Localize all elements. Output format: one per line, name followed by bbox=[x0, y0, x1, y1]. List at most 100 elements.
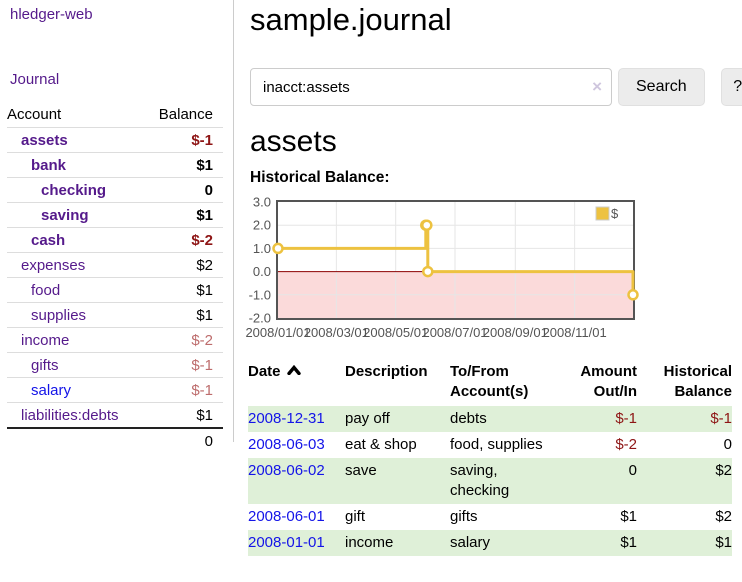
app-title-link[interactable]: hledger-web bbox=[10, 6, 93, 23]
register-row: 2008-12-31 pay off debts $-1 $-1 bbox=[248, 406, 732, 432]
y-tick-label: 2.0 bbox=[253, 218, 271, 233]
account-balance: $2 bbox=[144, 252, 223, 278]
transaction-date-link[interactable]: 2008-12-31 bbox=[248, 410, 325, 427]
transaction-date-link[interactable]: 2008-06-01 bbox=[248, 508, 325, 525]
account-balance: $1 bbox=[196, 406, 213, 424]
sort-asc-icon bbox=[286, 364, 301, 376]
account-link-income[interactable]: income bbox=[21, 331, 70, 349]
transaction-date-link[interactable]: 2008-06-03 bbox=[248, 436, 325, 453]
amount-cell: $1 bbox=[572, 530, 637, 556]
account-link-gifts[interactable]: gifts bbox=[31, 356, 59, 374]
data-point-marker bbox=[272, 242, 284, 255]
account-row: liabilities:debts $1 bbox=[7, 403, 223, 429]
account-row: cash $-2 bbox=[7, 227, 223, 253]
transaction-date-link[interactable]: 2008-06-02 bbox=[248, 462, 325, 479]
description-cell: eat & shop bbox=[345, 436, 417, 453]
amount-cell: $-1 bbox=[572, 406, 637, 432]
register-header-balance: Historical Balance bbox=[637, 360, 732, 406]
amount-cell: $1 bbox=[620, 508, 637, 525]
accounts-total-row: 0 bbox=[7, 427, 223, 453]
x-tick-label: 2008/01/01 bbox=[245, 325, 310, 340]
register-table-body: 2008-12-31 pay off debts $-1 $-1 2008-06-03 ea… bbox=[248, 406, 732, 556]
account-balance: $-2 bbox=[144, 327, 223, 353]
account-link-liabilities-debts[interactable]: liabilities:debts bbox=[21, 406, 119, 424]
register-header-accounts: To/From Account(s) bbox=[450, 360, 572, 406]
search-input[interactable] bbox=[250, 68, 612, 106]
accounts-total-value: 0 bbox=[144, 427, 223, 453]
account-link-food[interactable]: food bbox=[31, 281, 61, 299]
search-button[interactable]: Search bbox=[618, 68, 705, 106]
description-cell: gift bbox=[345, 508, 366, 525]
account-link-checking[interactable]: checking bbox=[41, 181, 107, 199]
account-heading: assets bbox=[250, 125, 337, 158]
account-link-saving[interactable]: saving bbox=[41, 206, 89, 224]
account-link-cash[interactable]: cash bbox=[31, 231, 66, 249]
search-bar: × Search ? bbox=[250, 68, 742, 106]
account-link-supplies[interactable]: supplies bbox=[31, 306, 87, 324]
account-row: income $-2 bbox=[7, 327, 223, 353]
y-tick-label: 0.0 bbox=[253, 264, 271, 279]
account-balance: $1 bbox=[144, 152, 223, 178]
accounts-table-body: assets $-1 bank $1 checking 0 saving $1 cash $-2 e… bbox=[7, 127, 223, 429]
balance-cell: $2 bbox=[715, 508, 732, 525]
account-row: salary $-1 bbox=[7, 377, 223, 403]
account-balance: 0 bbox=[144, 177, 223, 203]
register-header-amount: Amount Out/In bbox=[572, 360, 637, 406]
amount-header-line1: Amount bbox=[580, 363, 637, 380]
register-header-row: Date Description To/From Account(s) Amou… bbox=[248, 360, 732, 406]
accounts-table: Account Balance assets $-1 bank $1 checking 0… bbox=[7, 102, 223, 453]
accounts-cell: debts bbox=[450, 406, 572, 432]
account-link-bank[interactable]: bank bbox=[31, 156, 67, 174]
account-link-expenses[interactable]: expenses bbox=[21, 256, 86, 274]
account-row: saving $1 bbox=[7, 202, 223, 228]
amount-cell: 0 bbox=[572, 458, 637, 504]
clear-search-icon[interactable]: × bbox=[592, 77, 602, 96]
register-header-date[interactable]: Date bbox=[248, 360, 345, 406]
account-row: food $1 bbox=[7, 277, 223, 303]
x-tick-label: 2008/11/01 bbox=[543, 325, 607, 340]
account-row: assets $-1 bbox=[7, 127, 223, 153]
page-title: sample.journal bbox=[250, 2, 452, 37]
description-cell: income bbox=[345, 530, 450, 556]
account-balance: $1 bbox=[144, 202, 223, 228]
account-row: supplies $1 bbox=[7, 302, 223, 328]
balance-chart: $3.0 2.0 1.0 0.0 -1.0 -2.02008/01/012008/03/0… bbox=[245, 195, 639, 340]
help-button[interactable]: ? bbox=[720, 68, 742, 106]
account-balance: $-2 bbox=[144, 227, 223, 253]
data-point-marker bbox=[422, 265, 434, 278]
description-cell: save bbox=[345, 458, 450, 504]
account-row: gifts $-1 bbox=[7, 352, 223, 378]
y-tick-label: -1.0 bbox=[249, 287, 271, 302]
balance-column-header: Balance bbox=[144, 102, 223, 128]
balance-cell: 0 bbox=[723, 436, 732, 453]
accounts-cell: gifts bbox=[450, 508, 478, 525]
transaction-date-link[interactable]: 2008-01-01 bbox=[248, 534, 325, 551]
accounts-table-header: Account Balance bbox=[7, 102, 223, 128]
account-balance: $1 bbox=[144, 302, 223, 328]
account-row: checking 0 bbox=[7, 177, 223, 203]
amount-cell: $-2 bbox=[615, 436, 637, 453]
sidebar-item-journal[interactable]: Journal bbox=[10, 71, 60, 88]
accounts-cell: food, supplies bbox=[450, 436, 543, 453]
x-tick-label: 2008/03/01 bbox=[304, 325, 369, 340]
accounts-header-line1: To/From bbox=[450, 363, 509, 380]
account-column-header: Account bbox=[7, 102, 145, 128]
accounts-cell: saving, checking bbox=[450, 458, 572, 504]
balance-cell: $2 bbox=[637, 458, 732, 504]
register-row: 2008-06-03 eat & shop food, supplies $-2 0 bbox=[248, 432, 732, 458]
accounts-total-spacer bbox=[7, 427, 145, 453]
account-link-assets[interactable]: assets bbox=[21, 131, 68, 149]
accounts-cell: salary bbox=[450, 530, 572, 556]
register-row: 2008-06-02 save saving, checking 0 $2 bbox=[248, 458, 732, 504]
data-point-marker bbox=[627, 289, 639, 301]
x-tick-label: 2008/05/01 bbox=[363, 325, 428, 340]
account-balance: $-1 bbox=[144, 127, 223, 153]
y-tick-label: -2.0 bbox=[249, 311, 271, 326]
data-point-marker bbox=[421, 219, 433, 231]
description-cell: pay off bbox=[345, 406, 450, 432]
register-header-description: Description bbox=[345, 360, 450, 406]
amount-header-line2: Out/In bbox=[593, 383, 637, 400]
account-link-salary[interactable]: salary bbox=[31, 381, 72, 399]
register-table: Date Description To/From Account(s) Amou… bbox=[248, 360, 732, 556]
account-row: expenses $2 bbox=[7, 252, 223, 278]
